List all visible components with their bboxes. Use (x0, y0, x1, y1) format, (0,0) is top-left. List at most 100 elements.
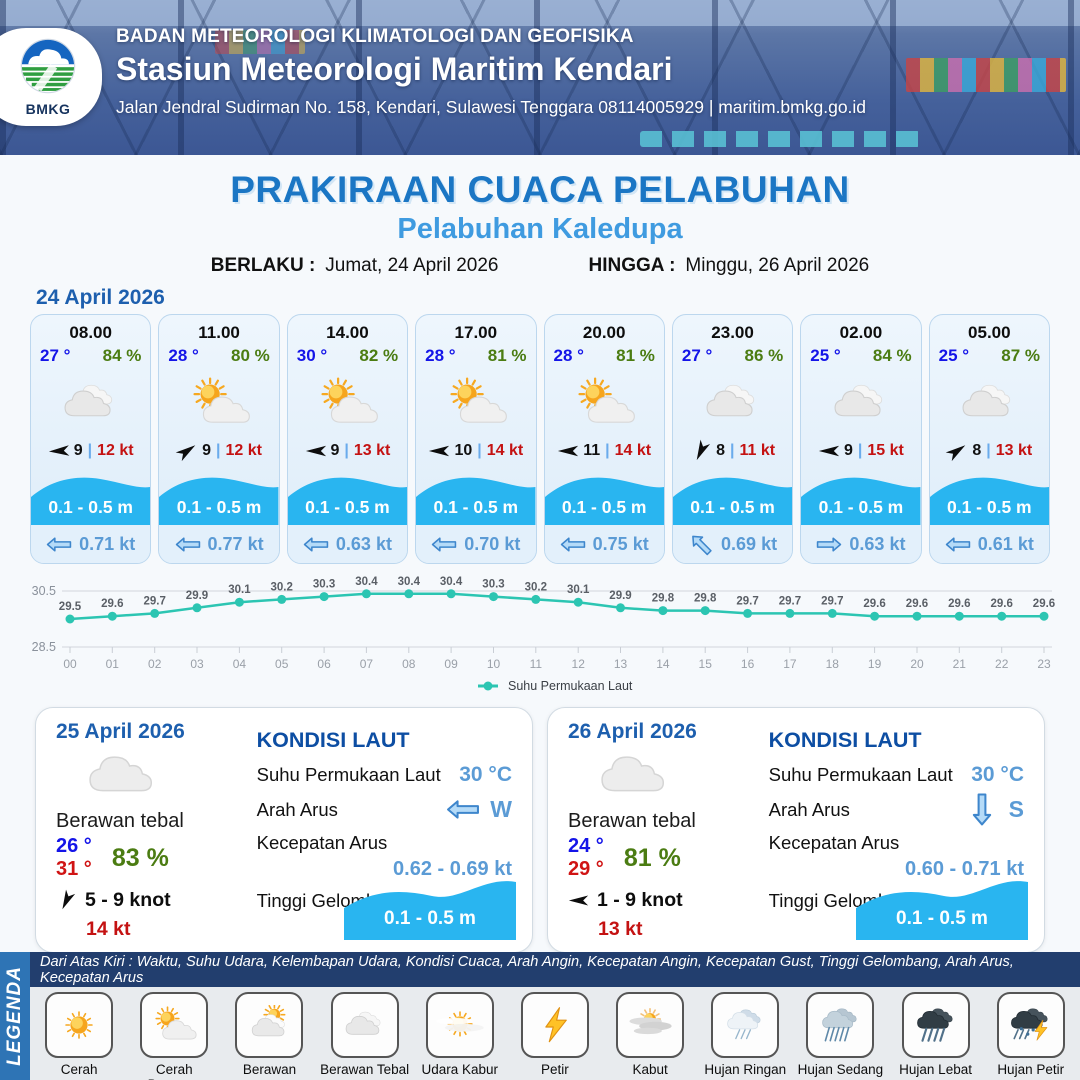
legend-vertical-strip: LEGENDA (0, 952, 30, 1080)
current-direction-icon (688, 535, 714, 555)
card-current: 0.70 kt (416, 525, 536, 563)
card-temperature: 28 ° (553, 346, 584, 365)
day-panel: 25 April 2026 Berawan tebal 26 ° 31 ° 83… (35, 707, 533, 953)
wind-divider: | (344, 442, 349, 459)
svg-text:29.9: 29.9 (609, 590, 631, 602)
legend-item-label: Cerah (60, 1062, 98, 1077)
svg-text:07: 07 (360, 657, 374, 671)
wind-direction-icon (818, 440, 840, 462)
svg-text:30.4: 30.4 (355, 576, 378, 588)
wave-height-value: 0.1 - 0.5 m (818, 497, 904, 517)
svg-text:15: 15 (699, 657, 713, 671)
berawan-tebal-icon (330, 992, 399, 1058)
legend-item-label: Hujan Petir (997, 1062, 1065, 1077)
svg-text:30.1: 30.1 (567, 584, 590, 596)
wind-direction-icon (690, 439, 712, 462)
legend-item-label: Kabut (632, 1062, 668, 1077)
current-speed-label: Kecepatan Arus (768, 832, 900, 853)
panel-wind-range: 5 - 9 knot (85, 889, 171, 911)
sea-current-direction-icon (446, 797, 480, 822)
sea-conditions-title: KONDISI LAUT (256, 728, 410, 752)
day-panel: 26 April 2026 Berawan tebal 24 ° 29 ° 81… (547, 707, 1045, 953)
card-weather-icon (416, 366, 535, 440)
wave-height-band: 0.1 - 0.5 m (159, 467, 279, 525)
legend-description: Dari Atas Kiri : Waktu, Suhu Udara, Kele… (30, 952, 1080, 987)
hujan-sedang-icon (806, 992, 875, 1058)
card-time: 17.00 (454, 323, 498, 342)
card-humidity: 81 % (616, 346, 655, 365)
panel-humidity: 81 % (623, 843, 681, 872)
wind-gust: 14 kt (486, 442, 524, 459)
svg-text:03: 03 (190, 657, 204, 671)
card-time: 14.00 (326, 323, 369, 342)
legend-item-label: Berawan Tebal (320, 1062, 410, 1077)
card-current: 0.77 kt (159, 525, 279, 563)
svg-text:11: 11 (530, 657, 543, 671)
card-wind: 10 | 14 kt (416, 440, 535, 462)
svg-text:19: 19 (868, 657, 882, 671)
card-weather-icon (159, 366, 278, 440)
card-weather-icon (31, 366, 150, 440)
wind-direction-icon (175, 440, 198, 462)
current-direction-icon (816, 535, 842, 554)
agency-name: BADAN METEOROLOGI KLIMATOLOGI DAN GEOFIS… (116, 26, 634, 47)
panel-wind-direction-icon (56, 889, 77, 911)
panel-temps: 26 ° 31 ° 83 % (56, 835, 257, 881)
legend-item-berawan-tebal: Berawan Tebal (319, 992, 411, 1077)
wave-height-value: 0.1 - 0.5 m (48, 497, 133, 517)
wind-gust: 13 kt (353, 442, 391, 459)
sea-current-speed-value: 0.60 - 0.71 kt (905, 858, 1024, 880)
svg-text:29.6: 29.6 (991, 598, 1013, 610)
legend-item-kabut: Kabut (604, 992, 696, 1077)
panel-weather-icon (56, 744, 257, 808)
berlaku-label: BERLAKU : (210, 255, 316, 276)
forecast-card-11.00: 11.00 28 ° 80 % 9 | 12 kt 0.1 - 0.5 m 0.… (158, 314, 280, 564)
sst-value: 30 °C (971, 763, 1024, 786)
svg-text:18: 18 (826, 657, 840, 671)
wave-height-band: 0.1 - 0.5 m (416, 467, 536, 525)
station-name: Stasiun Meteorologi Maritim Kendari (116, 51, 673, 87)
card-current: 0.69 kt (672, 525, 793, 563)
wave-height-band: 0.1 - 0.5 m (544, 467, 664, 525)
current-direction-icon (46, 535, 72, 554)
card-humidity: 84 % (102, 346, 142, 365)
wind-gust: 12 kt (97, 442, 134, 459)
legend-items: Cerah Cerah Berawan Berawan Berawan Teba… (30, 987, 1080, 1080)
wind-speed: 9 (330, 442, 340, 459)
card-temperature: 27 ° (681, 346, 713, 365)
svg-text:13: 13 (614, 657, 628, 671)
wave-height-value: 0.1 - 0.5 m (946, 497, 1032, 517)
current-speed: 0.77 kt (207, 533, 264, 554)
header-illustration-sky (0, 0, 1080, 26)
wind-direction-icon (946, 440, 968, 462)
card-temperature: 25 ° (938, 346, 970, 365)
legend-item-label: Udara Kabur (421, 1062, 499, 1077)
current-speed-label: Kecepatan Arus (256, 832, 388, 853)
current-direction-letter: S (1008, 796, 1024, 822)
header-illustration-containers (906, 58, 1066, 92)
card-wind: 9 | 13 kt (288, 440, 407, 462)
current-direction-icon (303, 535, 329, 554)
panel-temp-max: 31 ° (56, 858, 92, 880)
wave-height-value: 0.1 - 0.5 m (433, 497, 519, 517)
card-current: 0.63 kt (287, 525, 408, 563)
hourly-forecast-cards: 08.00 27 ° 84 % 9 | 12 kt 0.1 - 0.5 m 0.… (30, 314, 1050, 564)
svg-text:Suhu Permukaan Laut: Suhu Permukaan Laut (508, 679, 633, 693)
wind-divider: | (87, 442, 93, 459)
current-direction-icon (945, 535, 971, 554)
header-text: BADAN METEOROLOGI KLIMATOLOGI DAN GEOFIS… (116, 26, 866, 118)
wave-height-value: 0.1 - 0.5 m (561, 497, 647, 517)
card-temperature: 30 ° (296, 346, 328, 365)
wind-gust: 14 kt (614, 442, 652, 459)
card-time: 23.00 (711, 323, 754, 342)
card-wind: 9 | 12 kt (31, 440, 150, 462)
svg-text:12: 12 (572, 657, 586, 671)
legend-item-udara-kabur: Udara Kabur (414, 992, 506, 1077)
card-humidity: 82 % (359, 346, 399, 365)
current-direction-icon (560, 535, 586, 554)
svg-text:29.8: 29.8 (694, 593, 717, 605)
card-wind: 11 | 14 kt (545, 440, 664, 462)
panel-wind-range: 1 - 9 knot (597, 889, 683, 911)
card-time: 02.00 (839, 323, 883, 342)
wave-height-band: 0.1 - 0.5 m (929, 467, 1049, 525)
